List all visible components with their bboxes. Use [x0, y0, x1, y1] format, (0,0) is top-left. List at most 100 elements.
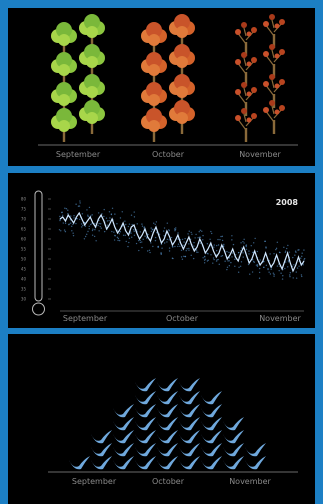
temperature-sample-point [204, 258, 206, 260]
bird-icon [201, 430, 222, 444]
temperature-sample-point [253, 261, 255, 264]
temperature-sample-point [154, 223, 156, 226]
temperature-sample-point [215, 260, 218, 262]
bird-flock [69, 378, 266, 470]
temperature-sample-point [146, 237, 148, 239]
bird-icon [245, 443, 266, 457]
bird-icon [201, 417, 222, 431]
temperature-sample-point [217, 258, 219, 261]
temperature-sample-point [139, 239, 141, 242]
y-tick-label: 75 [21, 207, 27, 212]
temperature-sample-point [135, 242, 138, 245]
temperature-sample-point [72, 232, 74, 234]
temperature-sample-point [143, 226, 146, 228]
bird-icon [113, 456, 134, 470]
temperature-sample-point [217, 238, 219, 241]
temperature-sample-point [297, 249, 299, 251]
y-tick-label: 60 [21, 237, 27, 242]
bird-icon [201, 404, 222, 418]
temperature-sample-point [133, 211, 135, 213]
temperature-sample-point [103, 215, 105, 218]
temperature-sample-point [87, 214, 89, 216]
temperature-sample-point [64, 222, 67, 224]
temperature-sample-point [177, 238, 179, 241]
temperature-sample-point [184, 237, 186, 240]
temperature-sample-point [228, 260, 230, 262]
temperature-sample-point [278, 269, 280, 272]
temperature-sample-point [160, 253, 162, 255]
temperature-sample-point [67, 212, 69, 215]
temperature-sample-point [125, 223, 127, 226]
bird-icon [201, 391, 222, 405]
temperature-sample-point [269, 253, 271, 255]
temperature-sample-point [177, 245, 179, 248]
temperature-sample-point [98, 222, 100, 225]
bird-icon [113, 443, 134, 457]
temperature-sample-point [149, 251, 151, 254]
temperature-sample-point [226, 268, 228, 271]
tree-group-september [51, 14, 105, 142]
temperature-sample-point [186, 248, 188, 250]
temps-month-label: November [259, 314, 301, 323]
temperature-sample-point [199, 242, 201, 245]
birds-month-label: October [152, 477, 185, 486]
temperature-sample-point [243, 242, 245, 244]
temperature-sample-point [68, 223, 70, 226]
temperature-sample-point [82, 224, 84, 227]
temperature-sample-point [228, 257, 231, 259]
temperature-sample-point [59, 219, 61, 222]
bird-icon [157, 391, 178, 405]
temperature-sample-point [67, 209, 69, 211]
temperature-sample-point [231, 239, 233, 241]
temperature-sample-point [131, 223, 133, 226]
temperature-sample-point [198, 231, 200, 233]
temperature-sample-point [64, 207, 66, 209]
tree-icon [169, 100, 195, 134]
temperature-sample-point [216, 259, 218, 261]
temperature-sample-point [175, 227, 177, 229]
temperature-sample-point [255, 264, 258, 266]
trees-month-label: November [239, 150, 281, 159]
temperature-sample-point [284, 261, 287, 263]
temperature-sample-point [184, 255, 186, 258]
temperature-sample-point [148, 249, 151, 252]
temperature-sample-point [71, 230, 73, 232]
tree-icon [79, 14, 105, 48]
bird-icon [135, 456, 156, 470]
temperature-sample-point [258, 277, 261, 279]
temperature-sample-point [72, 234, 75, 237]
temperature-sample-point [180, 256, 183, 258]
temperature-sample-point [128, 223, 131, 225]
temperature-sample-point [206, 243, 209, 245]
temperature-sample-point [88, 225, 90, 227]
bird-icon [245, 456, 266, 470]
temperature-sample-point [62, 222, 65, 224]
temperature-sample-point [212, 257, 215, 259]
temperature-sample-point [231, 252, 234, 254]
temperature-sample-point [287, 259, 290, 262]
temperature-sample-point [240, 261, 243, 263]
temperature-sample-point [125, 240, 127, 243]
temperature-sample-point [215, 249, 218, 252]
temperature-sample-point [300, 274, 303, 276]
bird-icon [91, 456, 112, 470]
temperature-sample-point [275, 247, 278, 250]
temperature-sample-point [252, 251, 254, 254]
temperature-sample-point [213, 246, 215, 248]
temperature-sample-point [94, 222, 96, 225]
temperature-sample-point [193, 241, 195, 244]
bird-icon [157, 417, 178, 431]
temperature-sample-point [182, 244, 184, 246]
temperature-sample-point [256, 264, 259, 266]
tree-icon [235, 108, 257, 142]
temperature-sample-point [295, 251, 297, 254]
temperature-sample-point [197, 237, 199, 239]
bird-icon [157, 456, 178, 470]
temperature-sample-point [247, 263, 250, 266]
y-tick-label: 40 [21, 277, 27, 282]
temperature-sample-point [269, 273, 272, 275]
temperature-sample-point [141, 241, 143, 243]
bird-icon [69, 456, 90, 470]
temperature-sample-point [296, 267, 299, 269]
temperature-sample-point [198, 236, 201, 238]
